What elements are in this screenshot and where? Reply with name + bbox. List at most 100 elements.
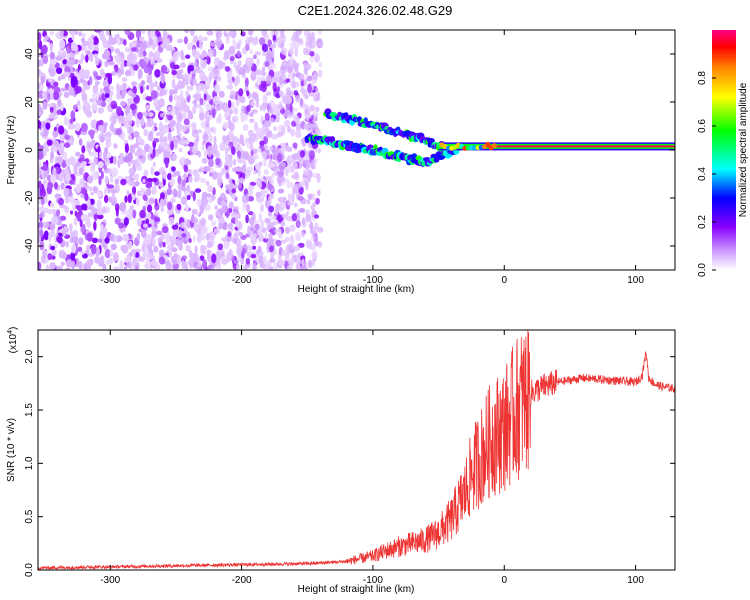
- noise-mark: [97, 238, 103, 243]
- noise-mark: [205, 180, 210, 186]
- noise-mark: [254, 223, 260, 231]
- noise-mark: [278, 201, 286, 211]
- noise-mark: [124, 195, 128, 203]
- noise-mark: [223, 239, 230, 250]
- noise-mark: [152, 238, 157, 246]
- noise-mark: [206, 56, 211, 65]
- noise-mark: [291, 192, 295, 203]
- noise-mark: [99, 230, 104, 239]
- snr-frame: [37, 329, 676, 571]
- noise-mark: [96, 214, 104, 220]
- noise-mark: [137, 111, 143, 120]
- noise-mark: [264, 61, 270, 67]
- noise-mark: [217, 176, 223, 187]
- noise-mark: [274, 265, 278, 270]
- noise-mark: [90, 133, 94, 140]
- noise-mark: [78, 138, 83, 146]
- noise-mark: [132, 59, 137, 65]
- noise-mark: [313, 234, 319, 244]
- noise-mark: [169, 61, 176, 69]
- noise-mark: [196, 85, 201, 95]
- noise-mark: [317, 30, 323, 36]
- noise-mark: [109, 91, 114, 96]
- noise-mark: [43, 207, 50, 213]
- noise-mark: [197, 129, 202, 134]
- snr-background: [38, 330, 675, 570]
- spectrogram-y-tick-label: 20: [24, 96, 35, 108]
- noise-mark: [279, 75, 283, 86]
- noise-mark: [135, 157, 142, 163]
- noise-mark: [248, 112, 253, 117]
- noise-mark: [178, 112, 183, 122]
- noise-mark: [250, 100, 255, 106]
- noise-mark: [294, 63, 299, 72]
- noise-mark: [248, 217, 254, 225]
- noise-mark: [165, 261, 172, 270]
- noise-mark: [233, 158, 237, 166]
- noise-mark: [218, 113, 222, 123]
- noise-mark: [278, 170, 284, 179]
- noise-mark: [110, 71, 117, 76]
- snr-y-tick-label: 1.0: [24, 456, 35, 470]
- noise-mark: [229, 122, 235, 132]
- noise-mark: [38, 160, 42, 170]
- noise-mark: [42, 163, 48, 173]
- noise-mark: [220, 200, 227, 207]
- noise-mark: [312, 160, 317, 166]
- colorbar-tick-label: 0.8: [697, 71, 708, 85]
- noise-mark: [78, 68, 86, 77]
- noise-mark: [177, 79, 182, 89]
- noise-mark: [92, 150, 98, 157]
- noise-mark: [251, 71, 257, 76]
- noise-mark: [203, 89, 208, 94]
- noise-mark: [120, 100, 126, 107]
- noise-mark: [52, 91, 60, 101]
- noise-mark: [268, 205, 275, 213]
- noise-mark: [167, 173, 172, 181]
- noise-mark: [292, 153, 299, 161]
- noise-mark: [257, 234, 265, 242]
- noise-mark: [89, 52, 94, 63]
- noise-mark: [60, 87, 67, 92]
- noise-mark: [46, 221, 50, 227]
- noise-mark: [127, 194, 132, 204]
- noise-mark: [127, 97, 133, 104]
- noise-mark: [148, 243, 152, 250]
- noise-mark: [217, 213, 222, 220]
- noise-mark: [223, 30, 227, 37]
- noise-mark: [284, 236, 291, 243]
- noise-mark: [246, 192, 249, 203]
- noise-mark: [201, 197, 209, 206]
- noise-mark: [146, 73, 152, 83]
- noise-mark: [105, 72, 112, 78]
- noise-mark: [181, 125, 189, 130]
- noise-mark: [41, 91, 47, 98]
- noise-mark: [92, 85, 98, 94]
- noise-mark: [73, 217, 78, 226]
- noise-mark: [221, 258, 228, 265]
- noise-mark: [149, 82, 156, 88]
- noise-mark: [91, 172, 98, 181]
- noise-mark: [181, 180, 187, 187]
- noise-mark: [287, 192, 292, 203]
- noise-mark: [267, 183, 274, 191]
- noise-mark: [81, 32, 86, 38]
- noise-mark: [143, 195, 148, 201]
- noise-mark: [231, 146, 236, 156]
- noise-mark: [162, 241, 166, 248]
- noise-mark: [255, 101, 260, 108]
- noise-mark: [315, 56, 319, 61]
- noise-mark: [246, 90, 250, 97]
- noise-mark: [199, 112, 205, 121]
- noise-mark: [49, 262, 56, 270]
- noise-mark: [209, 171, 213, 177]
- noise-mark: [287, 111, 294, 116]
- noise-mark: [99, 88, 104, 95]
- noise-mark: [197, 259, 201, 268]
- noise-mark: [305, 114, 310, 122]
- noise-mark: [63, 71, 71, 77]
- noise-mark: [192, 145, 199, 155]
- noise-mark: [102, 263, 107, 270]
- noise-mark: [135, 197, 140, 207]
- noise-mark: [58, 51, 62, 57]
